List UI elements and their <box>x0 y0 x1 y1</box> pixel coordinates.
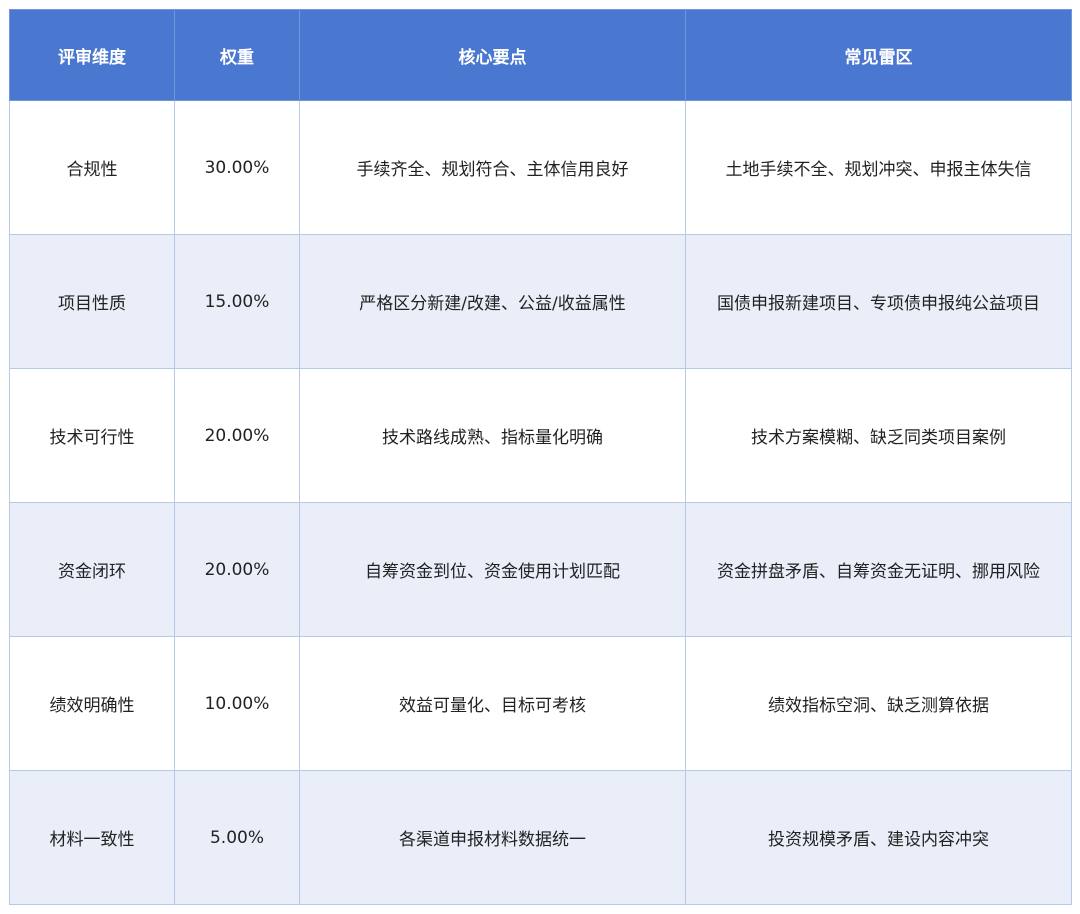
table-cell: 资金闭环 <box>9 502 175 637</box>
table-cell: 土地手续不全、规划冲突、申报主体失信 <box>685 100 1072 235</box>
table-cell: 技术方案模糊、缺乏同类项目案例 <box>685 368 1072 503</box>
table-cell: 合规性 <box>9 100 175 235</box>
table-body: 合规性 30.00% 手续齐全、规划符合、主体信用良好 土地手续不全、规划冲突、申报主… <box>9 100 1072 905</box>
table-row: 绩效明确性 10.00% 效益可量化、目标可考核 绩效指标空洞、缺乏测算依据 <box>9 636 1072 771</box>
table-cell: 30.00% <box>174 100 300 235</box>
table-cell: 投资规模矛盾、建设内容冲突 <box>685 770 1072 905</box>
table-row: 技术可行性 20.00% 技术路线成熟、指标量化明确 技术方案模糊、缺乏同类项目案例 <box>9 368 1072 503</box>
table-header: 评审维度 权重 核心要点 常见雷区 <box>9 9 1072 101</box>
table-cell: 20.00% <box>174 502 300 637</box>
table-cell: 5.00% <box>174 770 300 905</box>
table-cell: 效益可量化、目标可考核 <box>299 636 686 771</box>
table-row: 资金闭环 20.00% 自筹资金到位、资金使用计划匹配 资金拼盘矛盾、自筹资金无证明、… <box>9 502 1072 637</box>
table-cell: 绩效指标空洞、缺乏测算依据 <box>685 636 1072 771</box>
table-cell: 国债申报新建项目、专项债申报纯公益项目 <box>685 234 1072 369</box>
table-cell: 15.00% <box>174 234 300 369</box>
table-cell: 手续齐全、规划符合、主体信用良好 <box>299 100 686 235</box>
table-row: 项目性质 15.00% 严格区分新建/改建、公益/收益属性 国债申报新建项目、专项债申… <box>9 234 1072 369</box>
header-cell: 核心要点 <box>299 9 686 101</box>
table-cell: 自筹资金到位、资金使用计划匹配 <box>299 502 686 637</box>
table-cell: 严格区分新建/改建、公益/收益属性 <box>299 234 686 369</box>
table-cell: 技术路线成熟、指标量化明确 <box>299 368 686 503</box>
header-cell: 常见雷区 <box>685 9 1072 101</box>
table-cell: 绩效明确性 <box>9 636 175 771</box>
table-row: 材料一致性 5.00% 各渠道申报材料数据统一 投资规模矛盾、建设内容冲突 <box>9 770 1072 905</box>
header-row: 评审维度 权重 核心要点 常见雷区 <box>9 9 1072 101</box>
table-cell: 材料一致性 <box>9 770 175 905</box>
review-table: 评审维度 权重 核心要点 常见雷区 合规性 30.00% 手续齐全、规划符合、主体信用良好… <box>9 9 1072 905</box>
table-cell: 项目性质 <box>9 234 175 369</box>
table-row: 合规性 30.00% 手续齐全、规划符合、主体信用良好 土地手续不全、规划冲突、申报主… <box>9 100 1072 235</box>
table-cell: 技术可行性 <box>9 368 175 503</box>
header-cell: 权重 <box>174 9 300 101</box>
header-cell: 评审维度 <box>9 9 175 101</box>
table-cell: 各渠道申报材料数据统一 <box>299 770 686 905</box>
table-cell: 10.00% <box>174 636 300 771</box>
table-container: 评审维度 权重 核心要点 常见雷区 合规性 30.00% 手续齐全、规划符合、主体信用良好… <box>9 9 1072 905</box>
table-cell: 20.00% <box>174 368 300 503</box>
table-cell: 资金拼盘矛盾、自筹资金无证明、挪用风险 <box>685 502 1072 637</box>
